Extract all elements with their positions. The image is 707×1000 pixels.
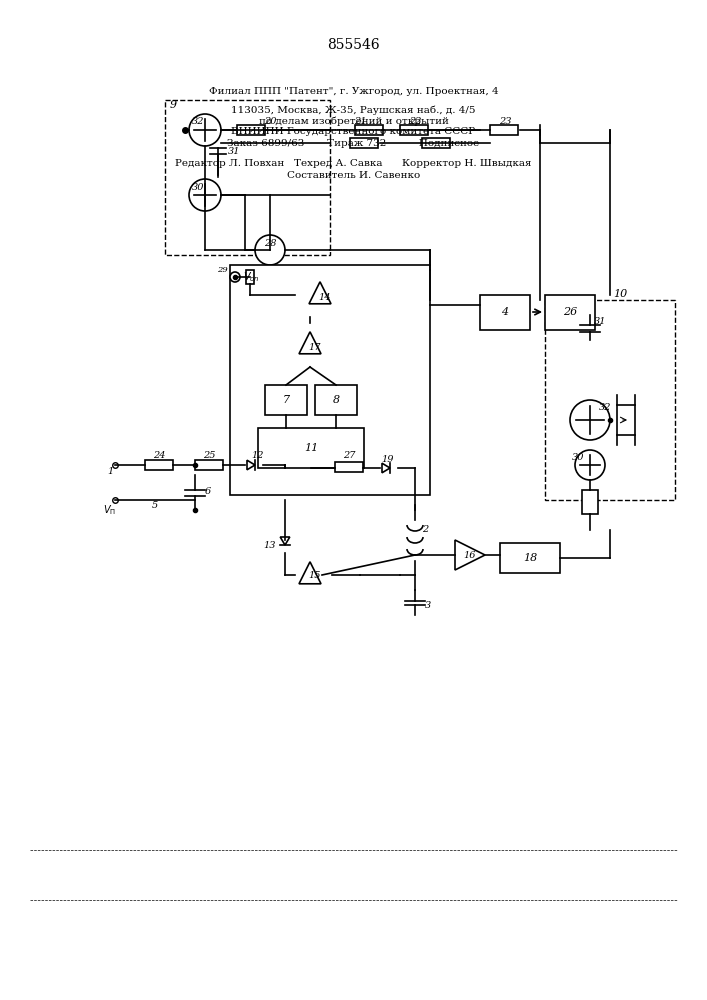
Text: 32: 32 (599, 403, 612, 412)
Text: 18: 18 (523, 553, 537, 563)
Text: 25: 25 (203, 450, 215, 460)
Text: 1: 1 (107, 468, 113, 477)
Text: Заказ 6899/63       Тираж 732          Подписное: Заказ 6899/63 Тираж 732 Подписное (228, 138, 479, 147)
Text: 5: 5 (152, 502, 158, 510)
Bar (265, 385, 307, 415)
Text: 30: 30 (192, 184, 204, 192)
Text: 30: 30 (572, 454, 584, 462)
Text: по делам изобретений и открытий: по делам изобретений и открытий (259, 116, 448, 126)
Circle shape (189, 114, 221, 146)
Text: Филиал ППП "Патент", г. Ужгород, ул. Проектная, 4: Филиал ППП "Патент", г. Ужгород, ул. Про… (209, 88, 498, 97)
Circle shape (230, 272, 240, 282)
Bar (258, 428, 364, 468)
Bar (350, 138, 378, 148)
Text: 31: 31 (594, 318, 606, 326)
Text: 22: 22 (409, 117, 421, 126)
Polygon shape (382, 463, 390, 473)
Bar (480, 295, 530, 330)
Circle shape (189, 179, 221, 211)
Text: 113035, Москва, Ж-35, Раушская наб., д. 4/5: 113035, Москва, Ж-35, Раушская наб., д. … (231, 105, 476, 115)
Text: 28: 28 (264, 239, 276, 248)
Bar (315, 385, 357, 415)
Text: 24: 24 (153, 450, 165, 460)
Text: 6: 6 (205, 488, 211, 496)
Polygon shape (299, 332, 321, 354)
Bar (335, 462, 363, 472)
Text: 16: 16 (464, 550, 477, 560)
Text: 26: 26 (563, 307, 577, 317)
Text: 2: 2 (422, 526, 428, 534)
Text: Составитель И. Савенко: Составитель И. Савенко (287, 170, 420, 180)
Polygon shape (299, 562, 321, 584)
Bar (500, 543, 560, 573)
Bar (582, 490, 598, 514)
Text: 19: 19 (382, 454, 395, 464)
Bar (230, 265, 430, 495)
Circle shape (255, 235, 285, 265)
Polygon shape (280, 537, 290, 545)
Text: $V_{\Pi}$: $V_{\Pi}$ (103, 503, 117, 517)
Bar (165, 100, 330, 255)
Circle shape (575, 450, 605, 480)
Text: Редактор Л. Повхан   Техред А. Савка      Корректор Н. Швыдкая: Редактор Л. Повхан Техред А. Савка Корре… (175, 158, 532, 167)
Text: 9: 9 (170, 100, 177, 110)
Text: 10: 10 (613, 289, 627, 299)
Bar (246, 270, 254, 284)
Text: 7: 7 (282, 395, 290, 405)
Text: 29: 29 (217, 266, 228, 274)
Text: 855546: 855546 (327, 38, 380, 52)
Text: 20: 20 (264, 117, 276, 126)
Text: 14: 14 (319, 292, 332, 302)
Polygon shape (455, 540, 485, 570)
Text: 23: 23 (498, 117, 511, 126)
Text: 27: 27 (343, 452, 355, 460)
Text: 13: 13 (264, 540, 276, 550)
Circle shape (570, 400, 610, 440)
Bar (145, 460, 173, 470)
Bar (422, 138, 450, 148)
Text: ВНИИПИ Государственного комитета СССР: ВНИИПИ Государственного комитета СССР (231, 127, 476, 136)
Bar (490, 125, 518, 135)
Bar (195, 460, 223, 470)
Text: 8: 8 (332, 395, 339, 405)
Text: $V_{on}$: $V_{on}$ (243, 270, 260, 284)
Text: 4: 4 (501, 307, 508, 317)
Text: 12: 12 (252, 452, 264, 460)
Text: 31: 31 (228, 147, 240, 156)
Polygon shape (309, 282, 331, 304)
Text: 11: 11 (304, 443, 318, 453)
Text: 32: 32 (192, 117, 204, 126)
Bar (400, 125, 428, 135)
Text: 17: 17 (309, 342, 321, 352)
Bar (237, 125, 265, 135)
Polygon shape (247, 460, 255, 470)
Bar (545, 295, 595, 330)
Text: 21: 21 (354, 117, 366, 126)
Text: 15: 15 (309, 570, 321, 580)
Bar (355, 125, 383, 135)
Bar (545, 300, 675, 500)
Text: 3: 3 (425, 600, 431, 609)
